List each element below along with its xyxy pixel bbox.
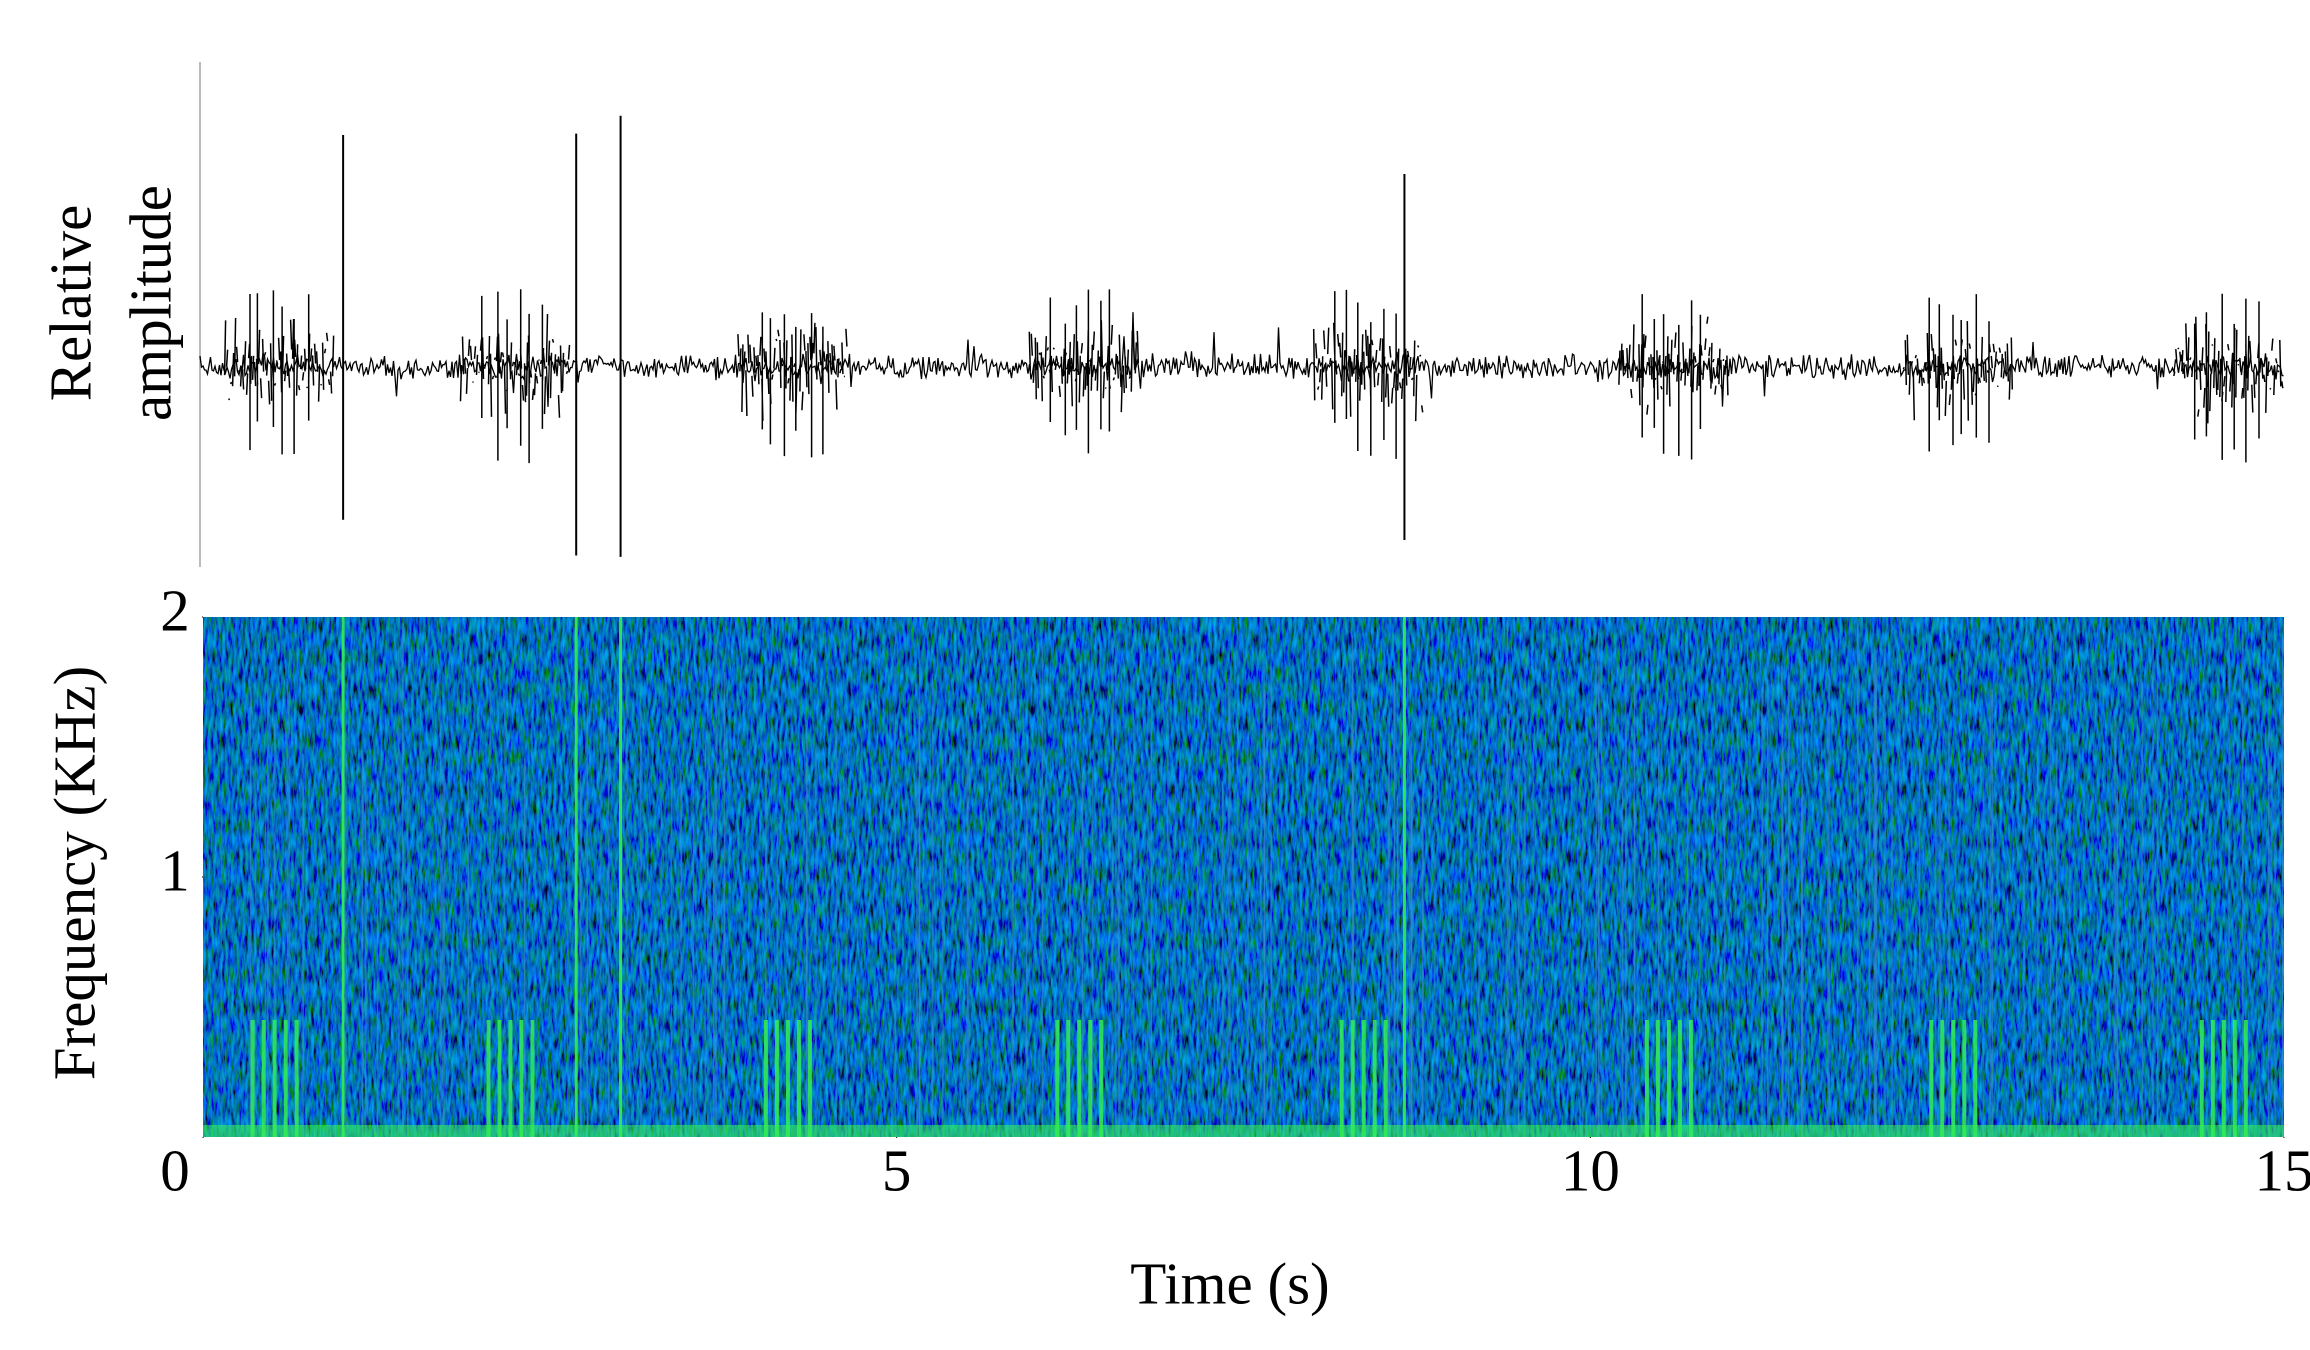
burst <box>223 290 335 455</box>
x-tick-label: 0 <box>160 1138 190 1204</box>
burst <box>1028 289 1140 454</box>
burst <box>2173 293 2284 463</box>
burst <box>459 289 571 464</box>
burst <box>1312 289 1424 459</box>
y-tick-label: 1 <box>160 838 190 904</box>
burst <box>250 1020 299 1137</box>
low-band <box>203 1125 2284 1137</box>
y-label: Frequency (KHz) <box>42 666 108 1080</box>
waveform-noise <box>199 312 2284 407</box>
burst <box>1055 1020 1104 1137</box>
spectrogram-texture <box>203 617 2284 1137</box>
burst <box>486 1020 535 1137</box>
burst <box>1929 1020 1978 1137</box>
burst <box>1618 294 1729 460</box>
x-tick-label: 15 <box>2255 1138 2310 1204</box>
burst <box>2199 1020 2248 1137</box>
y-label: amplitude <box>118 185 184 421</box>
y-tick-label: 2 <box>160 578 190 644</box>
x-label: Time (s) <box>1130 1251 1329 1317</box>
x-tick-label: 10 <box>1561 1138 1620 1204</box>
burst <box>1339 1020 1388 1137</box>
burst <box>1902 294 2014 452</box>
spectrogram <box>203 617 2284 1137</box>
x-tick-label: 5 <box>882 1138 912 1204</box>
burst <box>1644 1020 1693 1137</box>
burst <box>763 1020 812 1137</box>
burst <box>737 312 848 458</box>
y-label: Relative <box>38 205 104 402</box>
